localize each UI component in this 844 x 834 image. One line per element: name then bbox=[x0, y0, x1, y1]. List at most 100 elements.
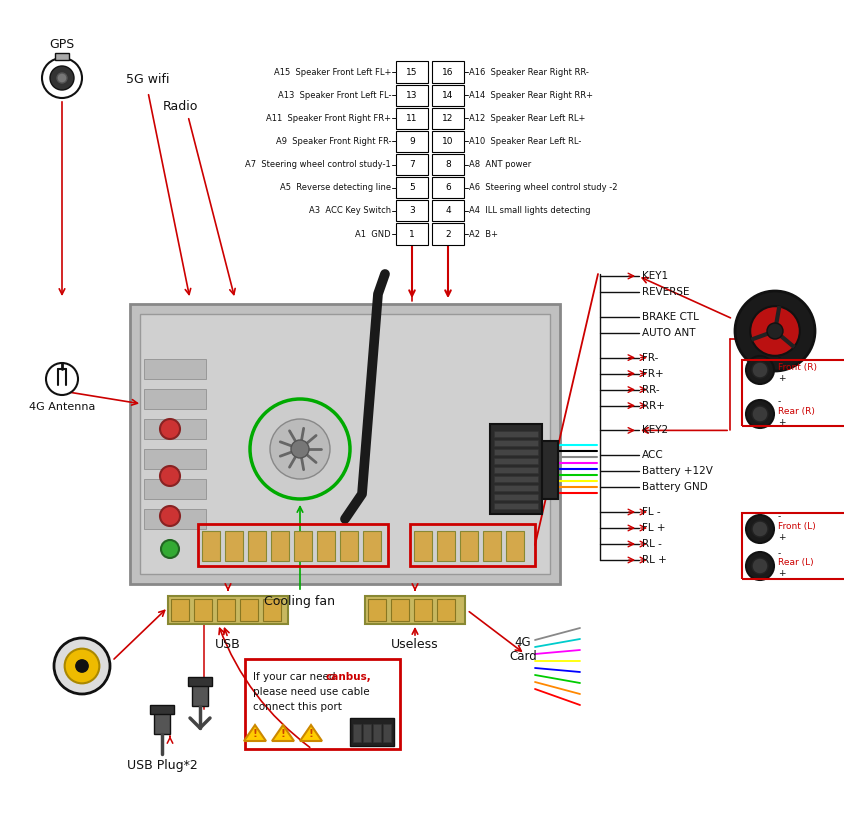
Bar bbox=[396, 108, 428, 129]
Bar bbox=[317, 531, 335, 561]
Text: 4: 4 bbox=[445, 206, 451, 215]
Text: A13  Speaker Front Left FL-: A13 Speaker Front Left FL- bbox=[278, 91, 391, 99]
Circle shape bbox=[746, 356, 774, 384]
Text: !: ! bbox=[252, 729, 257, 739]
Circle shape bbox=[160, 506, 180, 526]
Text: 3: 3 bbox=[409, 206, 415, 215]
Circle shape bbox=[76, 660, 88, 672]
Text: A15  Speaker Front Left FL+: A15 Speaker Front Left FL+ bbox=[273, 68, 391, 77]
Circle shape bbox=[65, 649, 100, 683]
Bar bbox=[140, 314, 550, 574]
Bar bbox=[294, 531, 312, 561]
Bar bbox=[414, 599, 432, 621]
Bar bbox=[144, 419, 206, 439]
Circle shape bbox=[42, 58, 82, 98]
Circle shape bbox=[160, 466, 180, 486]
Text: -: - bbox=[778, 354, 782, 363]
Text: USB Plug*2: USB Plug*2 bbox=[127, 760, 197, 772]
Text: Battery +12V: Battery +12V bbox=[642, 466, 713, 476]
Text: A4  ILL small lights detecting: A4 ILL small lights detecting bbox=[469, 206, 591, 215]
Text: AUTO ANT: AUTO ANT bbox=[642, 328, 695, 338]
Bar bbox=[396, 154, 428, 175]
Bar bbox=[432, 131, 464, 152]
Bar bbox=[742, 360, 844, 426]
Text: GPS: GPS bbox=[50, 38, 74, 51]
Bar bbox=[225, 531, 243, 561]
Text: A8  ANT power: A8 ANT power bbox=[469, 160, 531, 169]
Text: REVERSE: REVERSE bbox=[642, 287, 690, 297]
Bar bbox=[432, 200, 464, 222]
Bar bbox=[494, 440, 538, 446]
Text: Front (L): Front (L) bbox=[778, 521, 816, 530]
Text: RL -: RL - bbox=[642, 539, 662, 549]
Bar bbox=[154, 712, 170, 734]
Bar bbox=[245, 659, 400, 749]
Bar bbox=[240, 599, 258, 621]
Circle shape bbox=[767, 323, 783, 339]
Bar bbox=[483, 531, 501, 561]
Text: FR+: FR+ bbox=[642, 369, 663, 379]
Text: 9: 9 bbox=[409, 137, 415, 146]
Text: +: + bbox=[778, 532, 786, 541]
Text: FR-: FR- bbox=[642, 353, 658, 363]
Bar bbox=[432, 108, 464, 129]
Text: A12  Speaker Rear Left RL+: A12 Speaker Rear Left RL+ bbox=[469, 113, 586, 123]
Text: A7  Steering wheel control study-1: A7 Steering wheel control study-1 bbox=[246, 160, 391, 169]
Text: KEY2: KEY2 bbox=[642, 425, 668, 435]
Bar bbox=[144, 509, 206, 529]
Text: !: ! bbox=[309, 729, 313, 739]
Bar bbox=[130, 304, 560, 584]
Bar bbox=[432, 62, 464, 83]
Bar bbox=[350, 718, 394, 746]
Text: A6  Steering wheel control study -2: A6 Steering wheel control study -2 bbox=[469, 183, 618, 192]
Text: -: - bbox=[778, 513, 782, 521]
Text: A1  GND: A1 GND bbox=[355, 229, 391, 239]
Bar bbox=[494, 458, 538, 464]
Text: Cooling fan: Cooling fan bbox=[264, 595, 336, 609]
Circle shape bbox=[752, 558, 768, 574]
Bar bbox=[414, 531, 432, 561]
Bar bbox=[460, 531, 478, 561]
Text: 6: 6 bbox=[445, 183, 451, 192]
Text: +: + bbox=[778, 418, 786, 426]
Text: -: - bbox=[778, 550, 782, 559]
Bar bbox=[494, 494, 538, 500]
Bar bbox=[144, 479, 206, 499]
Text: 1: 1 bbox=[409, 229, 415, 239]
Text: A9  Speaker Front Right FR-: A9 Speaker Front Right FR- bbox=[275, 137, 391, 146]
Text: 11: 11 bbox=[406, 113, 418, 123]
Bar bbox=[368, 599, 386, 621]
Circle shape bbox=[752, 521, 768, 537]
Circle shape bbox=[291, 440, 309, 458]
Bar bbox=[396, 131, 428, 152]
Text: Rear (R): Rear (R) bbox=[778, 406, 814, 415]
Circle shape bbox=[54, 638, 110, 694]
Text: FL +: FL + bbox=[642, 523, 666, 533]
Text: RR+: RR+ bbox=[642, 400, 665, 410]
Text: -: - bbox=[778, 398, 782, 406]
Text: ACC: ACC bbox=[642, 450, 663, 460]
Text: KEY1: KEY1 bbox=[642, 271, 668, 281]
Circle shape bbox=[160, 419, 180, 439]
Bar bbox=[188, 677, 212, 686]
Text: 8: 8 bbox=[445, 160, 451, 169]
Bar bbox=[506, 531, 524, 561]
Bar bbox=[432, 84, 464, 106]
Text: 12: 12 bbox=[442, 113, 454, 123]
Bar bbox=[271, 531, 289, 561]
Text: RL +: RL + bbox=[642, 555, 667, 565]
Bar bbox=[396, 62, 428, 83]
Bar bbox=[217, 599, 235, 621]
Bar bbox=[396, 177, 428, 198]
Bar bbox=[391, 599, 409, 621]
Bar bbox=[363, 531, 381, 561]
Bar bbox=[494, 449, 538, 455]
Circle shape bbox=[735, 291, 815, 371]
Text: 2: 2 bbox=[445, 229, 451, 239]
Circle shape bbox=[250, 399, 350, 499]
Circle shape bbox=[57, 73, 67, 83]
Bar bbox=[365, 596, 465, 624]
Bar bbox=[432, 177, 464, 198]
Bar bbox=[437, 531, 455, 561]
Bar bbox=[396, 84, 428, 106]
